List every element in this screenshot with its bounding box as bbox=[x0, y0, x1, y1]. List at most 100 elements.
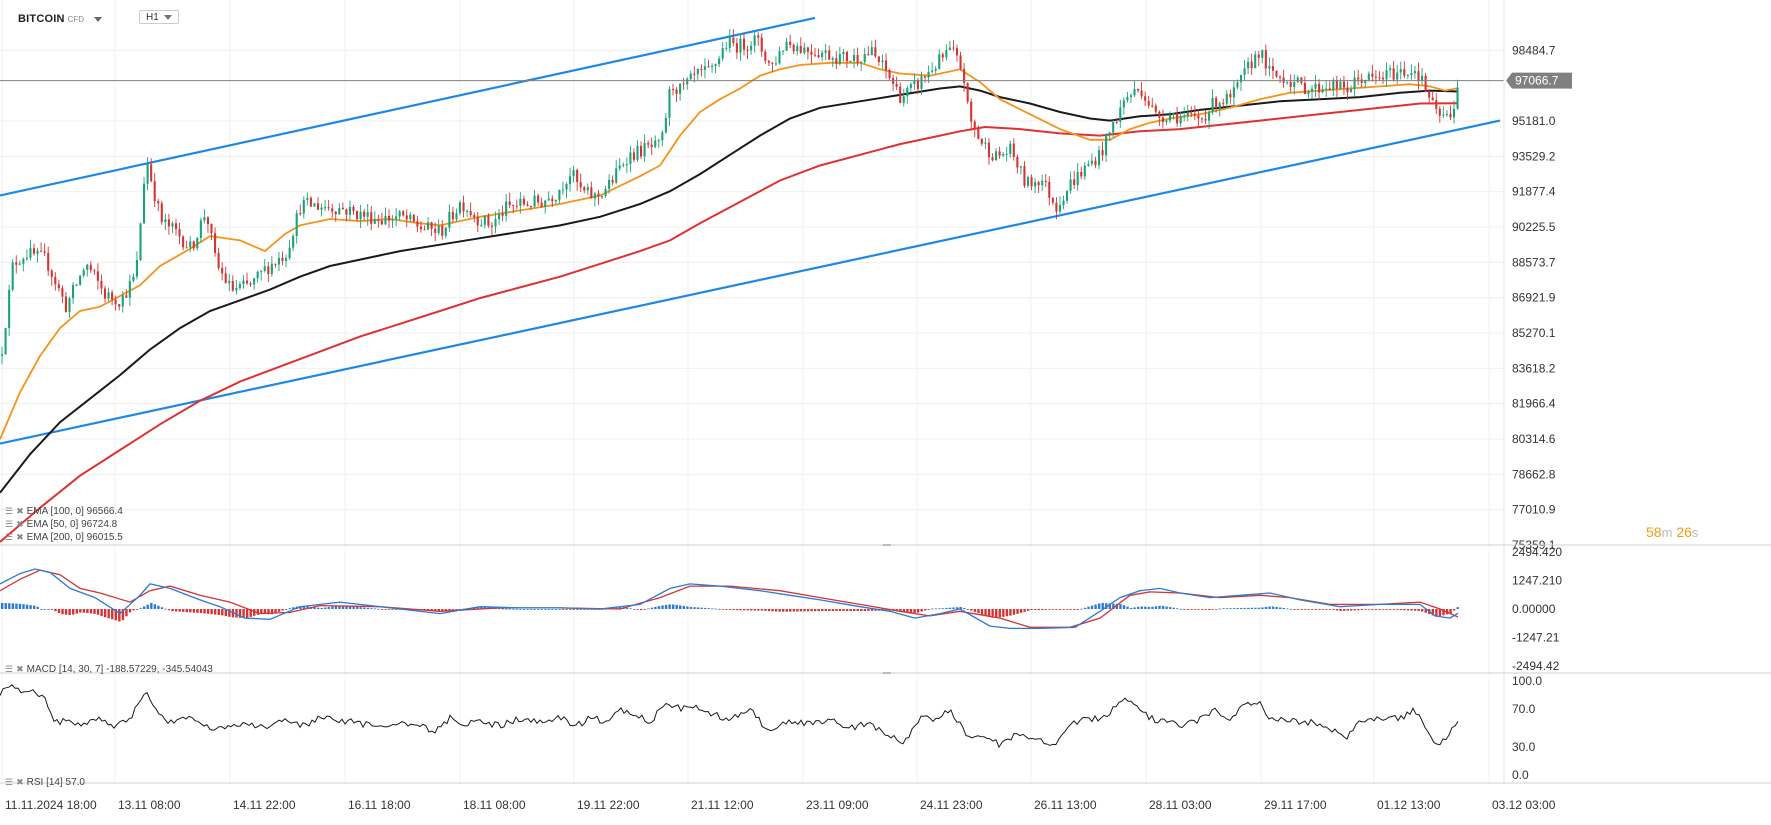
macd-histogram-bar-positive bbox=[963, 608, 966, 609]
macd-histogram-bar-positive bbox=[647, 608, 650, 610]
macd-histogram-bar-negative bbox=[1066, 609, 1069, 610]
lines-icon[interactable]: ☰ bbox=[5, 506, 14, 516]
macd-histogram-bar-negative bbox=[1062, 609, 1065, 610]
macd-histogram-bar-negative bbox=[824, 609, 827, 612]
candle-bear bbox=[167, 219, 170, 227]
candle-bull bbox=[1339, 81, 1342, 89]
macd-histogram-bar-negative bbox=[636, 609, 639, 610]
candle-bull bbox=[466, 211, 469, 213]
candle-bear bbox=[941, 54, 944, 58]
macd-histogram-bar-negative bbox=[1392, 609, 1395, 610]
macd-histogram-bar-negative bbox=[167, 609, 171, 611]
close-icon[interactable]: ✖ bbox=[16, 777, 24, 787]
macd-histogram-bar-negative bbox=[128, 609, 132, 613]
price-axis-label: 88573.7 bbox=[1512, 255, 1556, 269]
candle-bear bbox=[1115, 121, 1118, 123]
candle-bull bbox=[1126, 96, 1129, 101]
candle-bear bbox=[1055, 202, 1058, 212]
macd-histogram-bar-negative bbox=[274, 609, 277, 613]
legend-rsi[interactable]: ☰ ✖ RSI [14] 57.0 bbox=[5, 777, 85, 788]
candle-bear bbox=[380, 220, 383, 225]
legend-ema200[interactable]: ☰ ✖ EMA [200, 0] 96015.5 bbox=[5, 532, 123, 543]
candle-bear bbox=[508, 201, 511, 206]
price-axis-label: 81966.4 bbox=[1512, 397, 1556, 411]
candle-bear bbox=[1144, 96, 1147, 101]
close-icon[interactable]: ✖ bbox=[16, 519, 24, 529]
lines-icon[interactable]: ☰ bbox=[5, 532, 14, 542]
macd-histogram-bar-negative bbox=[1211, 609, 1214, 610]
candle-bull bbox=[629, 152, 632, 165]
macd-histogram-bar-positive bbox=[366, 607, 370, 609]
candle-bull bbox=[533, 195, 536, 207]
candle-bull bbox=[711, 66, 714, 68]
close-icon[interactable]: ✖ bbox=[16, 664, 24, 674]
candle-bear bbox=[551, 198, 554, 202]
candle-bull bbox=[263, 266, 266, 271]
candle-bull bbox=[838, 54, 841, 64]
macd-histogram-bar-negative bbox=[1055, 609, 1058, 610]
lower-trendline bbox=[0, 119, 1501, 445]
candle-bear bbox=[387, 215, 391, 221]
macd-histogram-bar-negative bbox=[1197, 609, 1200, 610]
macd-histogram-bar-positive bbox=[1140, 606, 1143, 609]
macd-histogram-bar-negative bbox=[909, 609, 913, 613]
macd-histogram-bar-positive bbox=[1161, 605, 1165, 609]
macd-histogram-bar-negative bbox=[441, 609, 444, 611]
lines-icon[interactable]: ☰ bbox=[5, 664, 14, 674]
macd-histogram-bar-positive bbox=[146, 604, 149, 609]
macd-histogram-bar-negative bbox=[61, 609, 64, 615]
close-icon[interactable]: ✖ bbox=[16, 506, 24, 516]
candle-bear bbox=[810, 51, 813, 55]
lines-icon[interactable]: ☰ bbox=[5, 519, 14, 529]
macd-histogram-bar-positive bbox=[938, 608, 941, 610]
candle-bear bbox=[650, 144, 653, 147]
close-icon[interactable]: ✖ bbox=[16, 532, 24, 542]
candle-bear bbox=[1051, 197, 1054, 203]
candle-bear bbox=[327, 207, 330, 209]
candle-bull bbox=[313, 203, 316, 207]
candle-bull bbox=[1005, 153, 1008, 155]
candle-bear bbox=[1424, 75, 1427, 92]
candle-bear bbox=[441, 225, 444, 236]
timeframe-select[interactable]: H1 bbox=[139, 10, 179, 24]
macd-histogram-bar-negative bbox=[1037, 609, 1040, 611]
macd-histogram-bar-positive bbox=[1168, 607, 1172, 609]
candle-bull bbox=[1385, 70, 1388, 80]
candle-bull bbox=[256, 271, 259, 279]
symbol-selector[interactable]: BITCOIN CFD bbox=[18, 10, 103, 28]
candle-bear bbox=[732, 37, 735, 44]
candle-bull bbox=[295, 213, 298, 236]
macd-histogram-bar-negative bbox=[1374, 609, 1378, 610]
candle-bear bbox=[153, 181, 156, 202]
candle-bear bbox=[309, 197, 312, 207]
candle-bull bbox=[913, 80, 916, 85]
candle-bull bbox=[686, 79, 689, 85]
price-axis-label: 98484.7 bbox=[1512, 43, 1556, 57]
lines-icon[interactable]: ☰ bbox=[5, 777, 14, 787]
candle-bull bbox=[1445, 113, 1448, 115]
candle-bear bbox=[671, 89, 675, 91]
macd-histogram-bar-negative bbox=[586, 609, 590, 610]
macd-histogram-bar-negative bbox=[813, 609, 817, 612]
candle-bull bbox=[1105, 133, 1108, 156]
trendlines[interactable] bbox=[0, 16, 1501, 445]
chevron-down-icon[interactable] bbox=[94, 16, 103, 22]
macd-histogram-bar-negative bbox=[1342, 609, 1346, 611]
candle-bull bbox=[320, 207, 323, 210]
macd-histogram-bar-positive bbox=[352, 606, 355, 609]
candle-bull bbox=[139, 223, 142, 261]
macd-signal-line bbox=[0, 569, 1459, 628]
macd-histogram-bar-negative bbox=[1335, 609, 1339, 611]
candle-bear bbox=[419, 226, 422, 230]
macd-histogram-bar-positive bbox=[1137, 606, 1140, 609]
macd-histogram-bar-negative bbox=[1204, 609, 1207, 610]
macd-histogram-bar-positive bbox=[1115, 603, 1119, 609]
legend-ema100[interactable]: ☰ ✖ EMA [100, 0] 96566.4 bbox=[5, 506, 123, 517]
candle-bull bbox=[72, 285, 75, 299]
legend-macd[interactable]: ☰ ✖ MACD [14, 30, 7] -188.57229, -345.54… bbox=[5, 664, 213, 675]
legend-ema50[interactable]: ☰ ✖ EMA [50, 0] 96724.8 bbox=[5, 519, 117, 530]
candle-bear bbox=[576, 169, 579, 183]
macd-histogram-bar-positive bbox=[522, 609, 526, 610]
macd-histogram-bar-negative bbox=[96, 609, 100, 615]
